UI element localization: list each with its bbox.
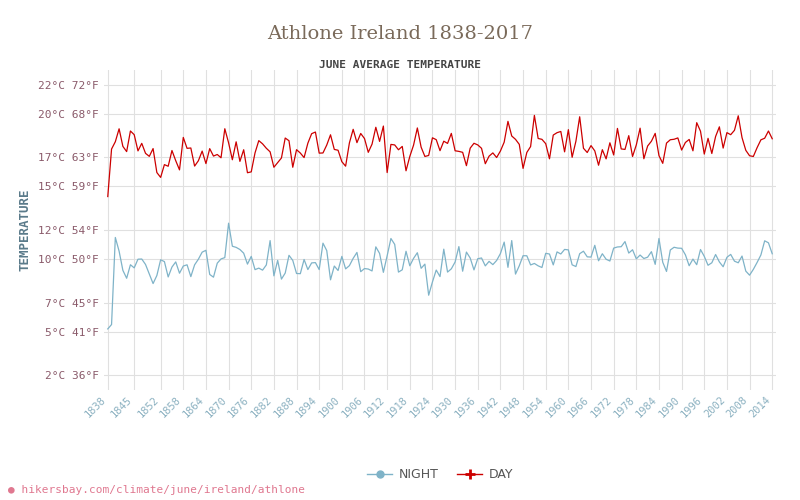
Legend: NIGHT, DAY: NIGHT, DAY [362, 463, 518, 486]
Text: JUNE AVERAGE TEMPERATURE: JUNE AVERAGE TEMPERATURE [319, 60, 481, 70]
Y-axis label: TEMPERATURE: TEMPERATURE [18, 188, 31, 271]
Text: Athlone Ireland 1838-2017: Athlone Ireland 1838-2017 [267, 25, 533, 43]
Text: ● hikersbay.com/climate/june/ireland/athlone: ● hikersbay.com/climate/june/ireland/ath… [8, 485, 305, 495]
